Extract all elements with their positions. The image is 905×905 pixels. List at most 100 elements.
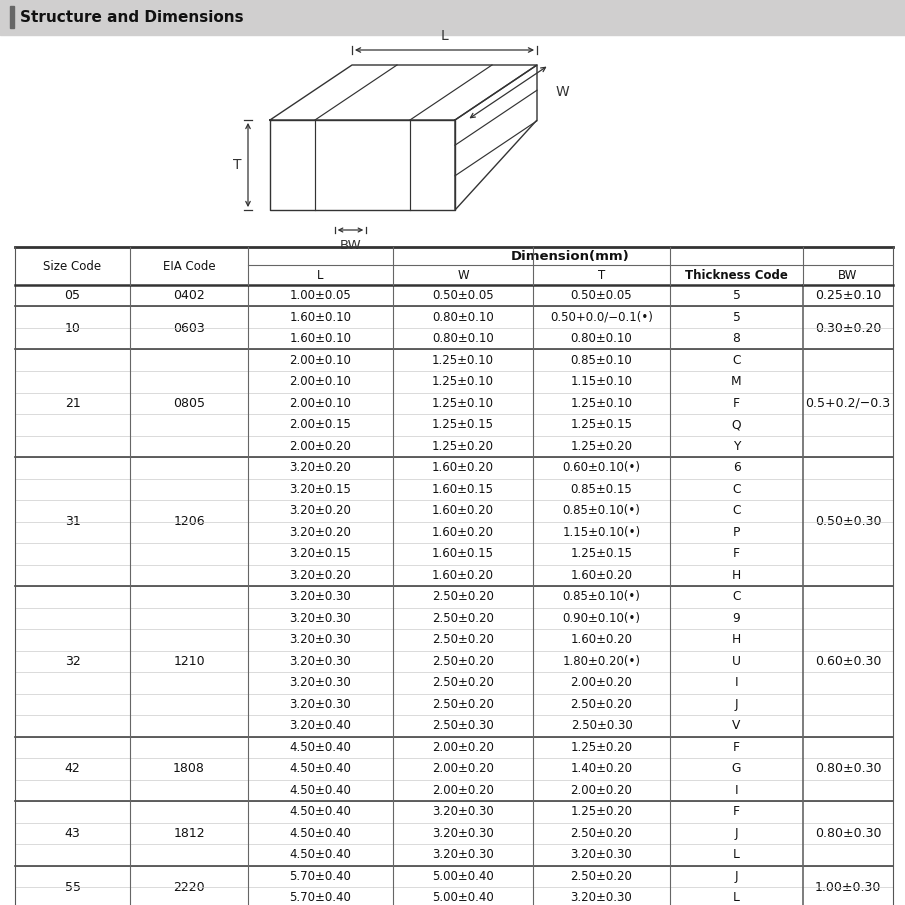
Text: 43: 43 [64, 827, 81, 840]
Text: 0.60±0.30: 0.60±0.30 [814, 654, 881, 668]
Text: 1.80±0.20(•): 1.80±0.20(•) [563, 654, 641, 668]
Text: 4.50±0.40: 4.50±0.40 [290, 848, 351, 862]
Text: 05: 05 [64, 290, 81, 302]
Text: 1.15±0.10(•): 1.15±0.10(•) [562, 526, 641, 538]
Text: 1.25±0.10: 1.25±0.10 [432, 354, 494, 367]
Text: 1.60±0.15: 1.60±0.15 [432, 482, 494, 496]
Text: J: J [735, 870, 738, 882]
Text: 4.50±0.40: 4.50±0.40 [290, 805, 351, 818]
Text: F: F [733, 548, 740, 560]
Text: Y: Y [733, 440, 740, 452]
Text: 1.25±0.10: 1.25±0.10 [432, 396, 494, 410]
Text: 0.60±0.10(•): 0.60±0.10(•) [563, 462, 641, 474]
Text: 2.00±0.10: 2.00±0.10 [290, 376, 351, 388]
Text: 0402: 0402 [173, 290, 205, 302]
Text: 2.00±0.10: 2.00±0.10 [290, 396, 351, 410]
Text: 6: 6 [733, 462, 740, 474]
Text: 3.20±0.30: 3.20±0.30 [571, 848, 633, 862]
Text: 3.20±0.15: 3.20±0.15 [290, 482, 351, 496]
Text: 2.00±0.20: 2.00±0.20 [570, 784, 633, 796]
Text: 2.00±0.20: 2.00±0.20 [432, 741, 494, 754]
Text: 3.20±0.30: 3.20±0.30 [432, 827, 494, 840]
Text: L: L [318, 269, 324, 281]
Text: Q: Q [731, 418, 741, 432]
Text: Size Code: Size Code [43, 260, 101, 272]
Text: 2.50±0.20: 2.50±0.20 [570, 870, 633, 882]
Text: H: H [732, 568, 741, 582]
Text: 1.60±0.20: 1.60±0.20 [432, 504, 494, 518]
Text: 3.20±0.30: 3.20±0.30 [571, 891, 633, 904]
Text: 2220: 2220 [173, 881, 205, 893]
Text: G: G [732, 762, 741, 776]
Text: P: P [733, 526, 740, 538]
Text: 1.25±0.20: 1.25±0.20 [432, 440, 494, 452]
Text: J: J [735, 827, 738, 840]
Text: 1.60±0.15: 1.60±0.15 [432, 548, 494, 560]
Text: 55: 55 [64, 881, 81, 893]
Text: 3.20±0.30: 3.20±0.30 [290, 698, 351, 710]
Text: 0.85±0.10(•): 0.85±0.10(•) [563, 590, 641, 604]
Text: 2.50±0.20: 2.50±0.20 [432, 676, 494, 690]
Text: 1.60±0.20: 1.60±0.20 [570, 634, 633, 646]
Text: 3.20±0.30: 3.20±0.30 [290, 634, 351, 646]
Text: 0.80±0.10: 0.80±0.10 [432, 310, 494, 324]
Text: 2.50±0.20: 2.50±0.20 [570, 827, 633, 840]
Text: 3.20±0.20: 3.20±0.20 [290, 526, 351, 538]
Text: C: C [732, 504, 741, 518]
Text: 0.50+0.0/−0.1(•): 0.50+0.0/−0.1(•) [550, 310, 653, 324]
Text: 5.00±0.40: 5.00±0.40 [432, 870, 494, 882]
Text: 0.85±0.15: 0.85±0.15 [571, 482, 633, 496]
Text: 5: 5 [732, 310, 740, 324]
Text: 1.60±0.10: 1.60±0.10 [290, 332, 351, 345]
Text: 3.20±0.30: 3.20±0.30 [290, 654, 351, 668]
Text: 1.25±0.15: 1.25±0.15 [432, 418, 494, 432]
Text: 2.00±0.20: 2.00±0.20 [432, 762, 494, 776]
Text: 3.20±0.20: 3.20±0.20 [290, 462, 351, 474]
Text: 0.85±0.10: 0.85±0.10 [571, 354, 633, 367]
Bar [10, 6, 14, 28]
Text: 4.50±0.40: 4.50±0.40 [290, 741, 351, 754]
Text: 3.20±0.30: 3.20±0.30 [290, 612, 351, 624]
Text: 1.25±0.20: 1.25±0.20 [570, 440, 633, 452]
Bar [0, 0, 905, 35]
Text: 0.50±0.05: 0.50±0.05 [571, 290, 633, 302]
Text: 0.5+0.2/−0.3: 0.5+0.2/−0.3 [805, 396, 891, 410]
Text: I: I [735, 784, 738, 796]
Text: 3.20±0.40: 3.20±0.40 [290, 719, 351, 732]
Text: 3.20±0.30: 3.20±0.30 [290, 590, 351, 604]
Text: 0.50±0.30: 0.50±0.30 [814, 515, 881, 528]
Text: 3.20±0.30: 3.20±0.30 [432, 805, 494, 818]
Text: 2.50±0.20: 2.50±0.20 [432, 590, 494, 604]
Text: 5.70±0.40: 5.70±0.40 [290, 891, 351, 904]
Text: 1.00±0.05: 1.00±0.05 [290, 290, 351, 302]
Text: C: C [732, 482, 741, 496]
Text: Thickness Code: Thickness Code [685, 269, 788, 281]
Text: W: W [556, 85, 570, 100]
Text: 2.50±0.20: 2.50±0.20 [432, 698, 494, 710]
Text: 8: 8 [732, 332, 740, 345]
Text: L: L [733, 848, 740, 862]
Text: 32: 32 [64, 654, 81, 668]
Text: 10: 10 [64, 321, 81, 335]
Text: 2.00±0.20: 2.00±0.20 [290, 440, 351, 452]
Text: F: F [733, 396, 740, 410]
Text: 1812: 1812 [173, 827, 205, 840]
Text: 2.00±0.20: 2.00±0.20 [432, 784, 494, 796]
Text: 1.60±0.20: 1.60±0.20 [432, 526, 494, 538]
Text: BW: BW [339, 239, 361, 252]
Text: H: H [732, 634, 741, 646]
Text: V: V [732, 719, 740, 732]
Text: 1.15±0.10: 1.15±0.10 [570, 376, 633, 388]
Text: 0.80±0.10: 0.80±0.10 [571, 332, 633, 345]
Text: 3.20±0.20: 3.20±0.20 [290, 504, 351, 518]
Text: 1.25±0.15: 1.25±0.15 [570, 418, 633, 432]
Text: 1.40±0.20: 1.40±0.20 [570, 762, 633, 776]
Text: 1210: 1210 [173, 654, 205, 668]
Text: 2.00±0.10: 2.00±0.10 [290, 354, 351, 367]
Text: 2.50±0.30: 2.50±0.30 [432, 719, 494, 732]
Text: 1.60±0.20: 1.60±0.20 [432, 568, 494, 582]
Text: C: C [732, 590, 741, 604]
Text: 0.80±0.30: 0.80±0.30 [814, 827, 881, 840]
Text: T: T [598, 269, 605, 281]
Text: U: U [732, 654, 741, 668]
